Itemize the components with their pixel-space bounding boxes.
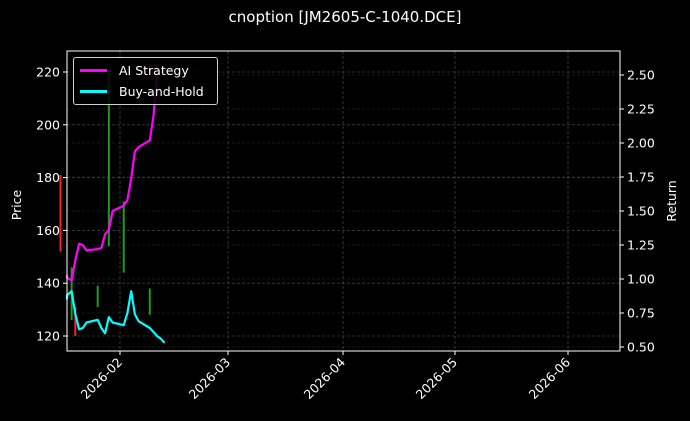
data-lines bbox=[65, 74, 166, 344]
chart-title: cnoption [JM2605-C-1040.DCE] bbox=[228, 8, 462, 26]
left-tick-label: 140 bbox=[36, 276, 60, 291]
left-tick-label: 220 bbox=[36, 65, 60, 80]
x-tick-label: 2026-02 bbox=[78, 355, 126, 403]
date-x-axis: 2026-02 2026-03 2026-04 2026-05 2026-06 bbox=[78, 351, 574, 403]
right-return-axis: 0.50 0.75 1.00 1.25 1.50 1.75 2.00 2.25 2.50 bbox=[620, 68, 655, 355]
left-price-axis: 120 140 160 180 200 220 bbox=[36, 65, 67, 344]
x-tick-label: 2026-06 bbox=[526, 354, 574, 402]
right-tick-label: 2.50 bbox=[627, 68, 655, 83]
legend-label: AI Strategy bbox=[119, 62, 189, 78]
legend-label: Buy-and-Hold bbox=[119, 83, 204, 99]
grid-lines bbox=[67, 51, 620, 351]
right-tick-label: 2.00 bbox=[627, 136, 655, 151]
legend-swatch-magenta-icon bbox=[80, 68, 107, 72]
legend-swatch-cyan-icon bbox=[80, 89, 107, 93]
right-tick-label: 1.50 bbox=[627, 204, 655, 219]
buy-and-hold-line bbox=[65, 290, 166, 344]
left-tick-label: 180 bbox=[36, 170, 60, 185]
legend-item-ai-strategy: AI Strategy bbox=[80, 61, 189, 79]
right-tick-label: 0.50 bbox=[627, 340, 655, 355]
left-tick-label: 160 bbox=[36, 223, 60, 238]
left-tick-label: 200 bbox=[36, 117, 60, 132]
right-axis-label: Return bbox=[664, 180, 679, 221]
chart-legend: AI Strategy Buy-and-Hold bbox=[73, 57, 218, 105]
legend-item-buy-and-hold: Buy-and-Hold bbox=[80, 82, 204, 100]
x-tick-label: 2026-03 bbox=[186, 355, 234, 403]
candlestick-bars bbox=[59, 72, 151, 336]
right-tick-label: 2.25 bbox=[627, 102, 655, 117]
right-tick-label: 1.75 bbox=[627, 170, 655, 185]
right-tick-label: 0.75 bbox=[627, 306, 655, 321]
right-tick-label: 1.00 bbox=[627, 272, 655, 287]
ai-strategy-line bbox=[65, 74, 159, 282]
x-tick-label: 2026-05 bbox=[413, 355, 461, 403]
right-tick-label: 1.25 bbox=[627, 238, 655, 253]
left-axis-label: Price bbox=[9, 189, 24, 220]
left-tick-label: 120 bbox=[36, 329, 60, 344]
x-tick-label: 2026-04 bbox=[301, 354, 349, 402]
